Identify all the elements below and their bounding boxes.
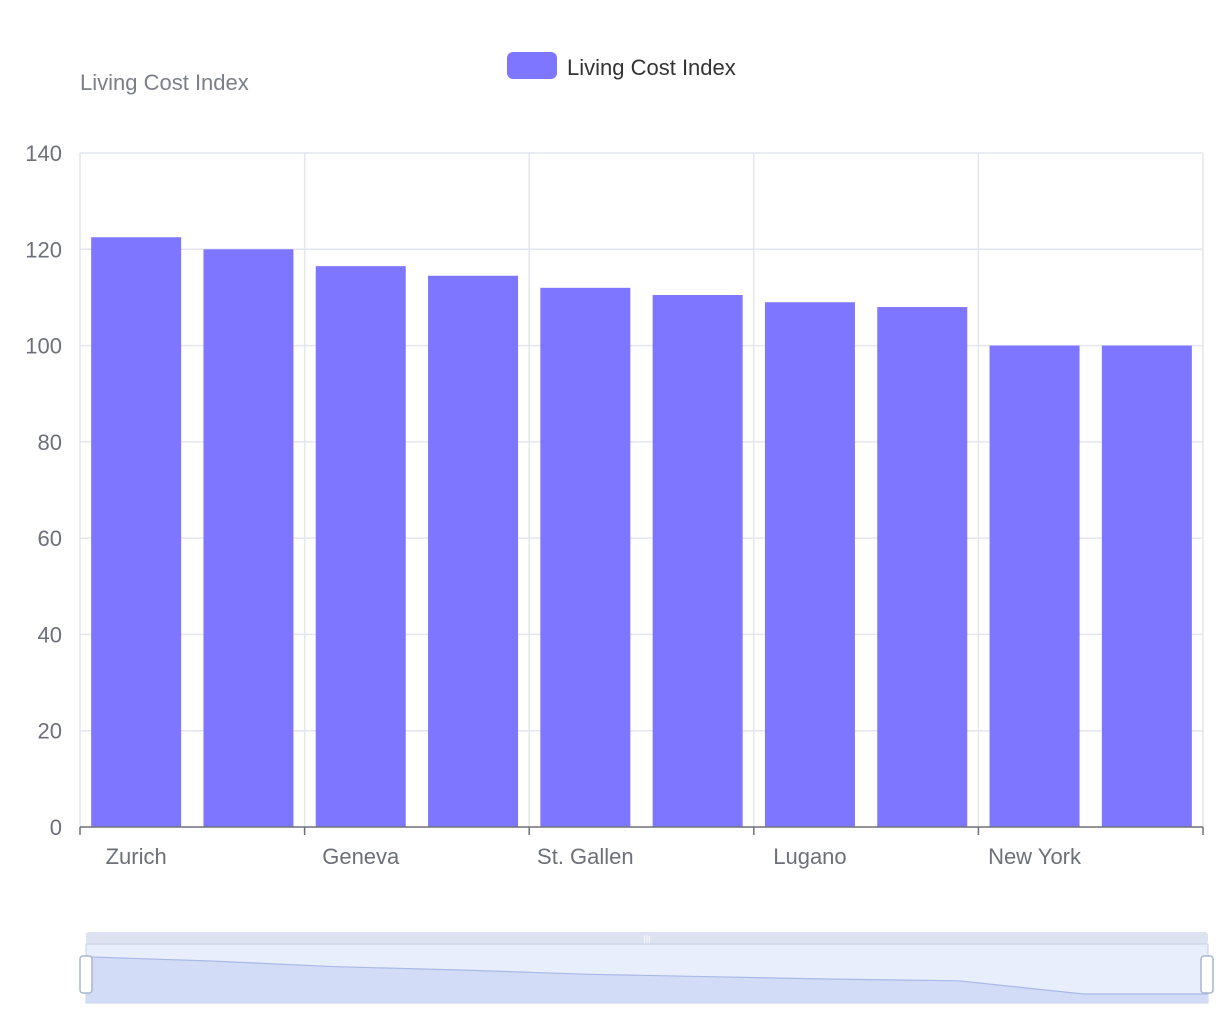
y-tick-label: 60	[38, 526, 62, 551]
legend-label[interactable]: Living Cost Index	[567, 55, 736, 80]
x-tick-label: Zurich	[106, 844, 167, 869]
bar[interactable]	[764, 302, 855, 827]
zoom-handle-end[interactable]	[1200, 955, 1214, 994]
x-tick-label: Lugano	[773, 844, 846, 869]
bar[interactable]	[315, 266, 406, 827]
bar[interactable]	[428, 275, 519, 827]
zoom-move-bar[interactable]	[86, 932, 1208, 944]
zoom-handle-start[interactable]	[79, 955, 93, 994]
y-axis-title: Living Cost Index	[80, 70, 249, 95]
zoom-grip-icon[interactable]: |||	[643, 934, 650, 944]
bar[interactable]	[1101, 345, 1192, 827]
y-tick-label: 140	[25, 141, 62, 166]
legend[interactable]: Living Cost Index	[507, 52, 736, 80]
bar[interactable]	[203, 249, 294, 828]
bars	[91, 237, 1192, 828]
axes: 0 20 40 60 80 100 120 140 Zurich Geneva St. Gallen…	[25, 141, 1204, 869]
legend-swatch[interactable]	[507, 52, 557, 79]
x-tick-label: Geneva	[322, 844, 400, 869]
x-tick-label: New York	[988, 844, 1082, 869]
bar[interactable]	[877, 307, 968, 827]
y-tick-label: 40	[38, 622, 62, 647]
y-tick-label: 80	[38, 430, 62, 455]
zoom-preview-area	[86, 956, 1208, 1003]
y-tick-label: 100	[25, 334, 62, 359]
data-zoom-slider[interactable]: |||	[79, 932, 1214, 1004]
y-tick-label: 0	[50, 815, 62, 840]
y-tick-label: 20	[38, 719, 62, 744]
y-tick-label: 120	[25, 237, 62, 262]
bar[interactable]	[540, 287, 631, 827]
x-tick-label: St. Gallen	[537, 844, 634, 869]
bar[interactable]	[652, 295, 743, 827]
zoom-preview-line	[85, 956, 1208, 995]
bar[interactable]	[91, 237, 182, 827]
bar[interactable]	[989, 345, 1080, 827]
